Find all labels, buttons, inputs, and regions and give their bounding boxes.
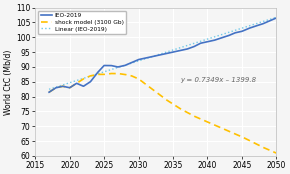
IEO-2019 [170,51,174,53]
Linear (IEO-2019) [47,88,51,90]
shock model (3100 Gb) [183,110,186,112]
IEO-2019 [274,17,278,19]
shock model (3100 Gb) [269,150,273,152]
Text: y = 0.7349x – 1399.8: y = 0.7349x – 1399.8 [180,77,256,83]
Linear (IEO-2019) [170,49,174,51]
shock model (3100 Gb) [171,103,174,105]
shock model (3100 Gb) [110,72,113,74]
Linear (IEO-2019) [155,54,159,56]
Linear (IEO-2019) [157,54,160,56]
shock model (3100 Gb) [47,91,51,93]
IEO-2019 [233,32,237,34]
IEO-2019 [47,91,51,93]
Line: Linear (IEO-2019): Linear (IEO-2019) [49,17,276,89]
shock model (3100 Gb) [156,92,159,94]
shock model (3100 Gb) [157,93,160,95]
IEO-2019 [182,49,186,51]
Linear (IEO-2019) [269,18,272,20]
Linear (IEO-2019) [274,16,278,18]
Linear (IEO-2019) [233,29,237,31]
Legend: IEO-2019, shock model (3100 Gb), Linear (IEO-2019): IEO-2019, shock model (3100 Gb), Linear … [38,11,126,34]
Y-axis label: World CtC (Mb/d): World CtC (Mb/d) [4,49,13,114]
shock model (3100 Gb) [274,152,278,154]
IEO-2019 [269,19,272,21]
IEO-2019 [155,55,159,57]
Line: shock model (3100 Gb): shock model (3100 Gb) [49,73,276,153]
shock model (3100 Gb) [234,133,238,135]
IEO-2019 [157,54,160,56]
Linear (IEO-2019) [182,45,186,48]
Line: IEO-2019: IEO-2019 [49,18,276,92]
